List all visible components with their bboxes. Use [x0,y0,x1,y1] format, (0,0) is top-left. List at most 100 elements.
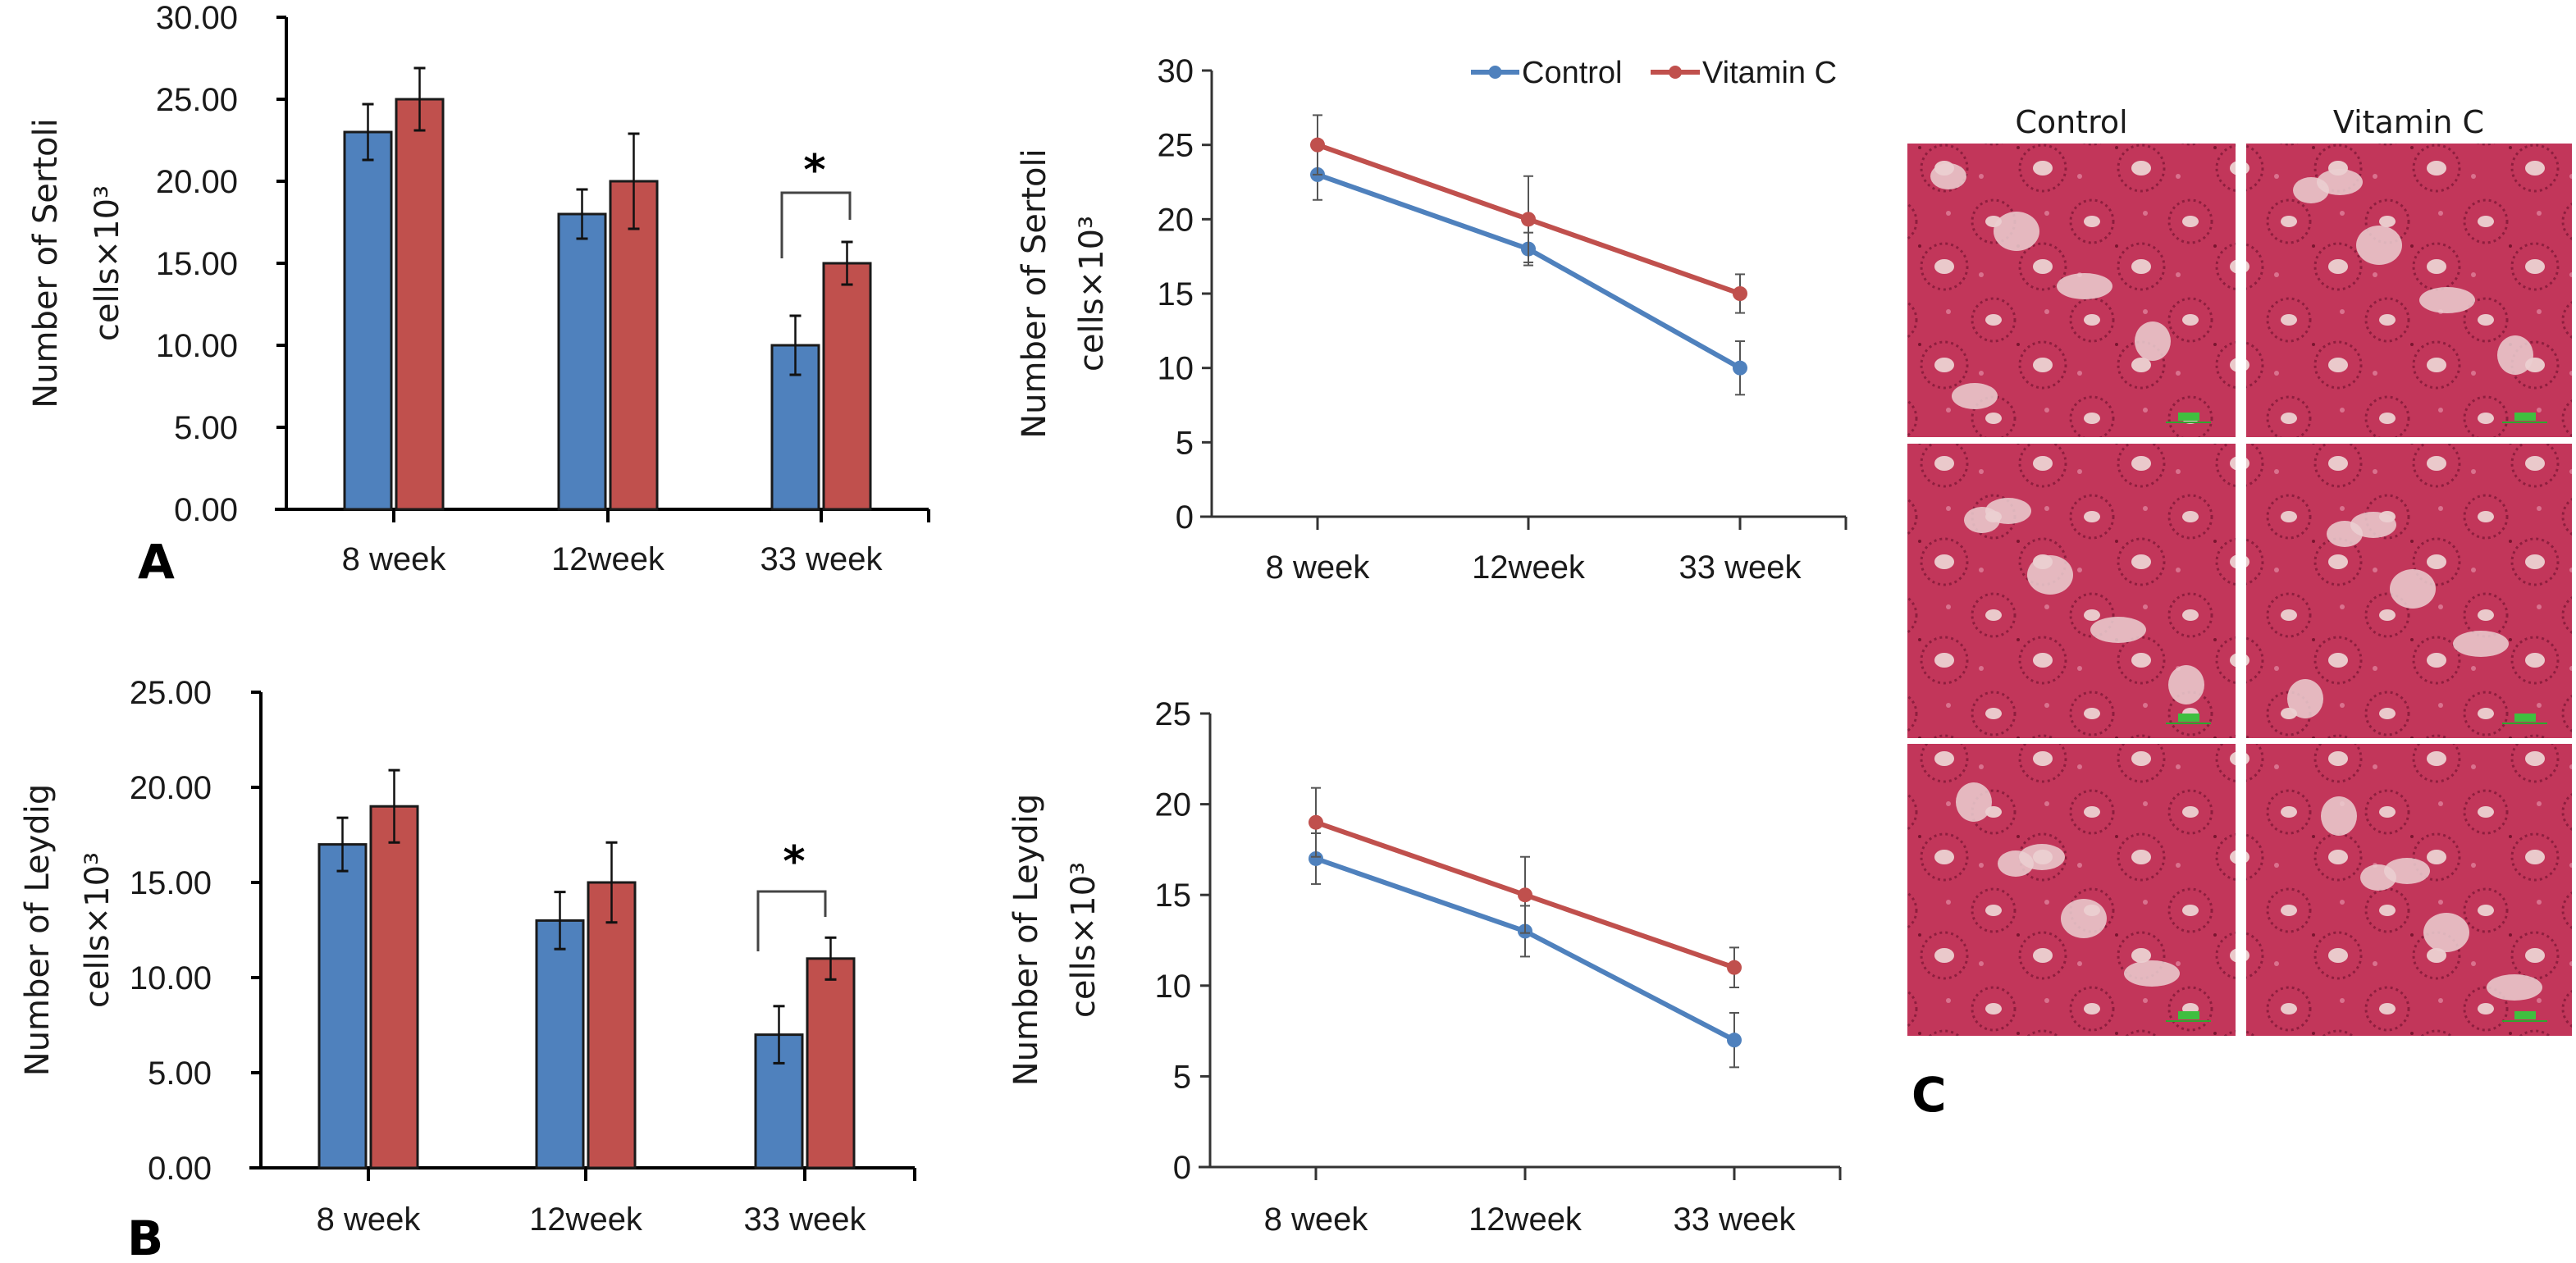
tubule-lumen [2384,858,2430,884]
x-tick-label: 8 week [1264,1201,1369,1238]
bar-control [317,843,368,1170]
y-axis-title: Number of Sertoli cells×10³ [27,118,126,408]
panel-label-b: B [127,1211,163,1263]
data-point [1727,1033,1742,1048]
data-point [1521,212,1536,227]
y-tick-label: 10.00 [156,328,238,364]
tubule-lumen [2497,335,2533,375]
y-tick-label: 15.00 [130,865,212,901]
y-tick-label: 15.00 [156,246,238,282]
y-tick-label: 10.00 [130,960,212,996]
x-tick-label: 33 week [760,541,884,577]
panel-label-c: C [1911,1067,1947,1123]
sertoli-bar-chart: 0.00 5.00 10.00 15.00 20.00 25.00 30.00 8 week 1… [27,0,930,577]
legend: Control Vitamin C [1471,56,1837,90]
significance-asterisk: * [783,837,805,887]
legend-entry-vitamin-c: Vitamin C [1651,56,1837,90]
bar-vitamin-c [822,262,872,511]
x-tick-label: 12week [551,541,665,577]
y-tick-label: 5.00 [148,1056,212,1092]
tubule-lumen [2124,960,2180,987]
tubule-lumen [1994,212,2039,251]
tissue-section [1907,744,2236,1036]
tubule-lumen [2453,631,2509,657]
y-tick-label: 20 [1155,787,1192,823]
bar-vitamin-c [609,180,659,511]
tubule-lumen [2135,321,2171,361]
leydig-line-chart: 0 5 10 15 20 25 8 week 12week 33 week Number of L… [1007,696,1842,1238]
x-tick-label: 8 week [342,541,447,577]
y-tick-label: 20.00 [156,164,238,200]
y-axis-title: Number of Leydig cells×10³ [19,784,116,1076]
tubule-lumen [2419,287,2475,313]
legend-swatch-marker [1488,66,1502,79]
histology-image-control-row-1 [1907,144,2236,437]
sertoli-line-chart: 0 5 10 15 20 25 30 8 week 12week 33 week Number of… [1016,53,1848,586]
tubule-lumen [2057,273,2112,299]
scale-bar-label [2178,1011,2199,1019]
tubule-lumen [2390,569,2436,609]
scale-bar-label [2514,1011,2536,1019]
scale-bar-label [2514,714,2536,722]
y-tick-label: 0 [1173,1150,1191,1186]
significance-bracket [756,890,827,951]
significance-asterisk: * [803,146,825,195]
legend-entry-control: Control [1471,56,1623,90]
tubule-lumen [1985,498,2031,524]
tubule-lumen [2321,796,2357,836]
histology-column-header-control: Control [2015,104,2127,140]
y-tick-label: 20.00 [130,770,212,806]
tubule-lumen [2027,555,2073,595]
data-point [1733,360,1747,376]
histology-image-vitamin-c-row-2 [2246,444,2572,738]
x-tick-label: 12week [529,1201,643,1238]
y-axis-title-line: cells×10³ [1065,862,1103,1018]
tubule-lumen [2019,844,2065,870]
tubule-lumen [1952,383,1998,409]
y-tick-label: 0 [1176,499,1194,536]
histology-image-control-row-3 [1907,744,2236,1036]
y-tick-label: 25 [1155,696,1192,732]
histology-panel: Control Vitamin C [1907,104,2572,1036]
tubule-lumen [2317,169,2363,195]
legend-swatch-marker [1669,66,1682,79]
data-point [1727,960,1742,975]
histology-image-vitamin-c-row-3 [2246,744,2572,1036]
tubule-lumen [2168,665,2204,704]
data-point [1310,137,1325,153]
tubule-lumen [2356,226,2402,265]
y-tick-label: 15 [1155,878,1192,914]
histology-column-header-vitamin-c: Vitamin C [2333,104,2484,140]
bar-control [343,130,393,511]
y-axis-title-line: cells×10³ [79,852,116,1008]
y-tick-label: 15 [1158,276,1194,312]
y-axis-title-line: cells×10³ [89,185,126,341]
y-axis-title-line: cells×10³ [1073,216,1111,372]
y-tick-label: 25.00 [156,82,238,118]
tubule-lumen [2423,913,2469,952]
bar-vitamin-c [806,957,856,1170]
histology-image-vitamin-c-row-1 [2246,144,2572,437]
y-axis-title: Number of Leydig cells×10³ [1007,794,1103,1086]
y-tick-label: 10 [1155,969,1192,1005]
legend-label: Vitamin C [1702,56,1837,90]
bar-vitamin-c [369,805,419,1170]
y-axis-title-line: Number of Leydig [19,784,57,1076]
tubule-lumen [2487,974,2542,1001]
series-vitamin-c [1309,787,1742,989]
y-tick-label: 30 [1158,53,1194,89]
y-tick-label: 5 [1176,425,1194,461]
x-tick-label: 8 week [1266,549,1371,586]
bar-vitamin-c [587,881,637,1170]
y-tick-label: 0.00 [174,492,238,528]
tubule-lumen [1956,782,1992,822]
leydig-bar-chart: 0.00 5.00 10.00 15.00 20.00 25.00 8 week 12week… [19,675,916,1238]
y-tick-label: 5.00 [174,410,238,446]
tubule-lumen [2061,899,2107,938]
y-tick-label: 25.00 [130,675,212,711]
tubule-lumen [2287,679,2323,718]
y-tick-label: 0.00 [148,1151,212,1187]
data-point [1518,887,1532,903]
x-tick-label: 33 week [1674,1201,1797,1238]
